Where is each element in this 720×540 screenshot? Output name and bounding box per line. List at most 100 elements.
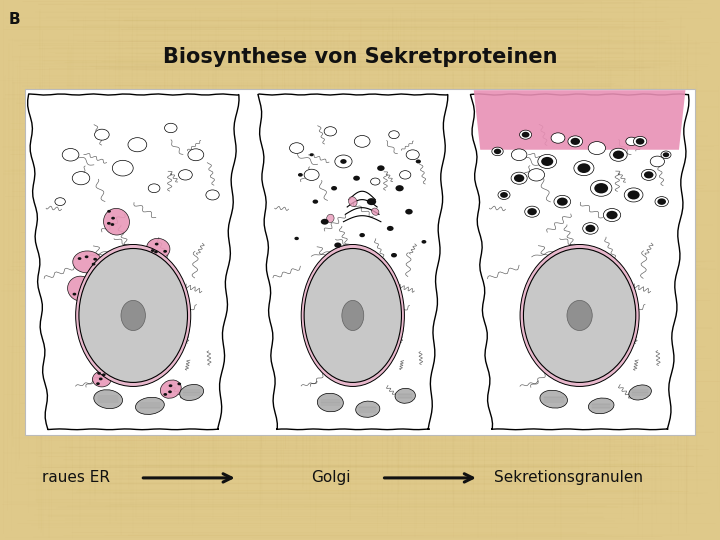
Ellipse shape	[372, 208, 379, 215]
Circle shape	[163, 250, 167, 253]
Circle shape	[642, 170, 656, 180]
Circle shape	[155, 242, 158, 246]
Ellipse shape	[540, 390, 567, 408]
Circle shape	[85, 255, 89, 258]
Circle shape	[163, 393, 167, 396]
Circle shape	[574, 160, 594, 176]
Circle shape	[421, 240, 426, 244]
Ellipse shape	[342, 300, 364, 330]
Circle shape	[298, 173, 303, 177]
Circle shape	[73, 293, 76, 295]
Ellipse shape	[79, 248, 187, 382]
Circle shape	[577, 163, 590, 173]
Circle shape	[528, 168, 544, 181]
Circle shape	[341, 159, 346, 164]
Circle shape	[84, 290, 88, 293]
Circle shape	[594, 183, 608, 193]
Circle shape	[492, 147, 503, 156]
Circle shape	[107, 210, 111, 213]
Text: Sekretionsgranulen: Sekretionsgranulen	[495, 470, 643, 485]
Circle shape	[354, 176, 360, 181]
Circle shape	[628, 191, 639, 199]
Circle shape	[359, 233, 365, 237]
Text: Golgi: Golgi	[312, 470, 351, 485]
Circle shape	[312, 199, 318, 204]
Circle shape	[525, 206, 539, 217]
Circle shape	[102, 336, 106, 340]
Circle shape	[657, 198, 666, 205]
Circle shape	[294, 237, 299, 240]
Circle shape	[405, 209, 413, 214]
Circle shape	[85, 284, 89, 286]
Circle shape	[154, 251, 158, 253]
Circle shape	[395, 185, 404, 191]
Circle shape	[557, 198, 568, 206]
Ellipse shape	[121, 300, 145, 330]
Circle shape	[335, 155, 352, 168]
Ellipse shape	[76, 245, 191, 387]
Circle shape	[104, 345, 108, 347]
Circle shape	[206, 190, 219, 200]
Text: raues ER: raues ER	[42, 470, 109, 485]
Circle shape	[400, 171, 411, 179]
Ellipse shape	[348, 197, 357, 207]
Circle shape	[494, 148, 501, 154]
Ellipse shape	[520, 245, 639, 387]
Circle shape	[538, 154, 557, 168]
Ellipse shape	[356, 401, 380, 417]
Ellipse shape	[135, 397, 164, 414]
Circle shape	[588, 141, 606, 154]
Bar	[25, 89, 695, 435]
Circle shape	[188, 149, 204, 161]
Ellipse shape	[68, 276, 94, 301]
Ellipse shape	[92, 372, 112, 387]
Circle shape	[132, 356, 135, 359]
Circle shape	[334, 242, 341, 248]
Circle shape	[514, 174, 524, 182]
Circle shape	[168, 390, 172, 393]
Circle shape	[500, 192, 508, 198]
Circle shape	[324, 127, 336, 136]
Circle shape	[415, 159, 421, 164]
Circle shape	[387, 226, 394, 231]
Circle shape	[150, 249, 155, 252]
Circle shape	[91, 322, 95, 326]
Circle shape	[310, 153, 314, 156]
Circle shape	[636, 138, 644, 145]
Circle shape	[96, 382, 100, 385]
Ellipse shape	[104, 208, 130, 235]
Circle shape	[582, 222, 598, 234]
Polygon shape	[258, 94, 448, 430]
Circle shape	[97, 372, 101, 375]
Circle shape	[655, 197, 668, 207]
Circle shape	[568, 136, 582, 147]
Ellipse shape	[304, 248, 402, 382]
Circle shape	[105, 347, 109, 349]
Circle shape	[520, 130, 531, 139]
Circle shape	[585, 225, 595, 232]
Ellipse shape	[147, 238, 170, 259]
Polygon shape	[474, 90, 685, 150]
Circle shape	[511, 149, 527, 160]
Circle shape	[389, 131, 399, 139]
Circle shape	[606, 211, 618, 219]
Circle shape	[406, 150, 419, 160]
Circle shape	[366, 198, 376, 205]
Circle shape	[90, 321, 94, 323]
Circle shape	[177, 382, 181, 386]
Circle shape	[99, 377, 103, 380]
Polygon shape	[470, 94, 689, 430]
Text: Biosynthese von Sekretproteinen: Biosynthese von Sekretproteinen	[163, 46, 557, 67]
Ellipse shape	[523, 248, 636, 382]
Circle shape	[391, 253, 397, 258]
Polygon shape	[27, 94, 239, 430]
Circle shape	[62, 148, 79, 161]
Ellipse shape	[94, 390, 122, 409]
Ellipse shape	[588, 398, 614, 414]
Ellipse shape	[395, 388, 415, 403]
Circle shape	[289, 143, 304, 153]
Circle shape	[624, 188, 643, 202]
Circle shape	[110, 223, 114, 226]
Circle shape	[88, 306, 91, 309]
Circle shape	[179, 170, 192, 180]
